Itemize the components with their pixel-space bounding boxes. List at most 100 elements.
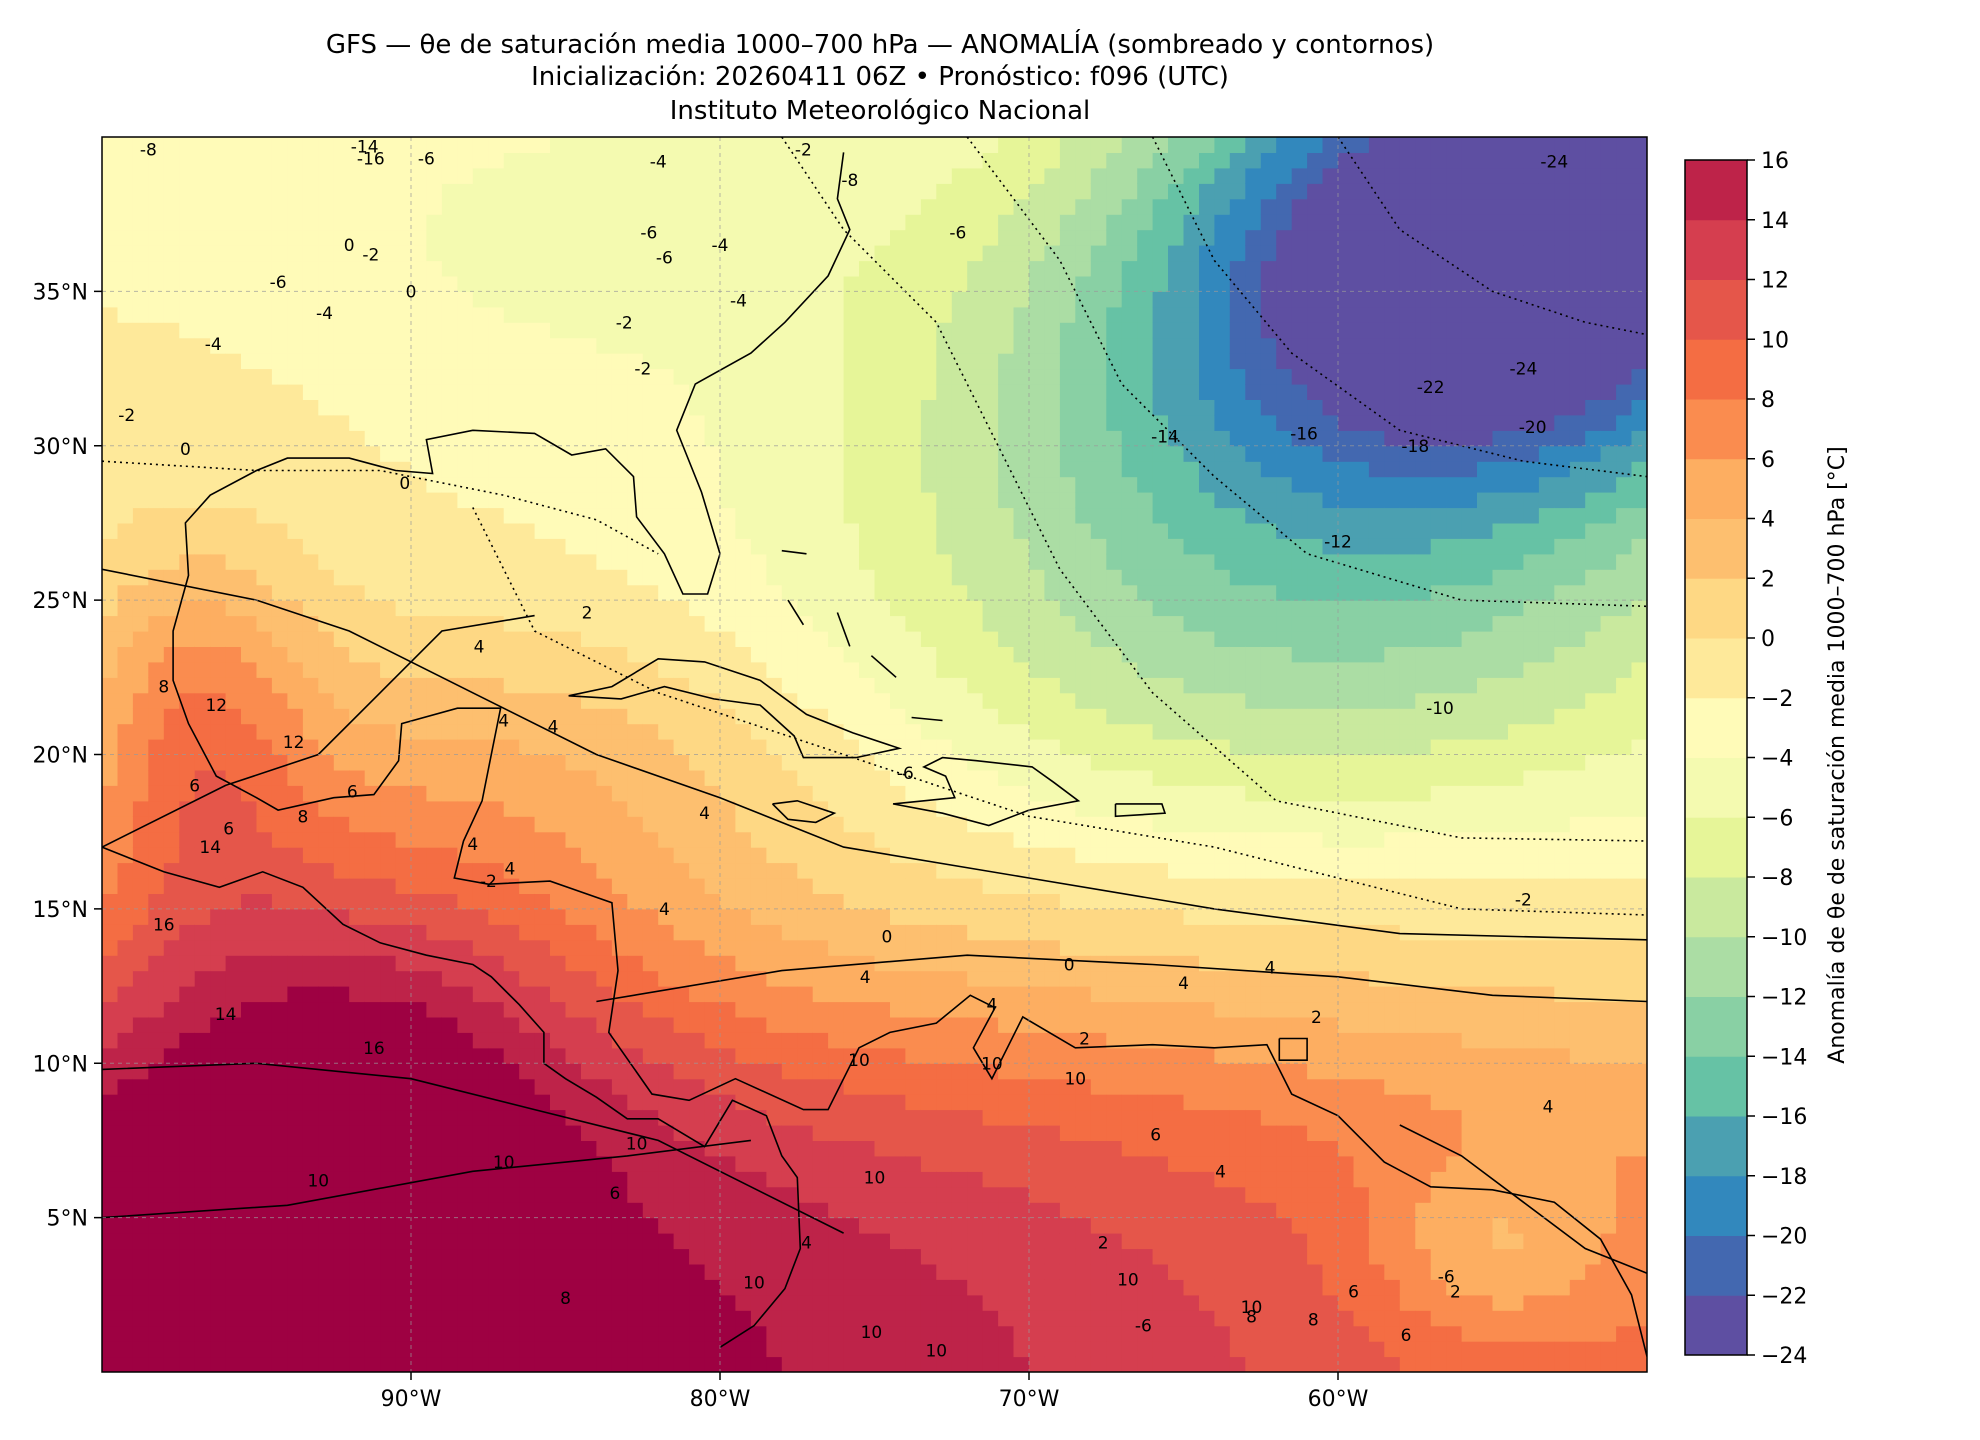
field-cell <box>611 878 628 894</box>
field-cell <box>241 368 258 385</box>
field-cell <box>210 1341 227 1358</box>
field-cell <box>982 1109 999 1126</box>
field-cell <box>797 878 814 894</box>
field-cell <box>179 1047 196 1064</box>
field-cell <box>194 970 211 987</box>
field-cell <box>859 584 876 601</box>
field-cell <box>673 800 690 817</box>
field-cell <box>488 939 505 956</box>
field-cell <box>704 322 721 339</box>
field-cell <box>380 646 397 663</box>
field-cell <box>581 1063 598 1080</box>
field-cell <box>565 1078 582 1095</box>
field-cell <box>951 692 968 709</box>
field-cell <box>318 908 335 925</box>
field-cell <box>828 986 845 1003</box>
field-cell <box>472 569 489 586</box>
field-cell <box>1013 1248 1030 1265</box>
field-cell <box>828 739 845 756</box>
field-cell <box>735 322 752 339</box>
field-cell <box>905 1279 922 1296</box>
field-cell <box>148 970 165 987</box>
field-cell <box>998 260 1015 277</box>
field-cell <box>225 1186 242 1203</box>
field-cell <box>859 939 876 956</box>
field-cell <box>411 399 427 416</box>
field-cell <box>163 198 180 215</box>
field-cell <box>565 306 582 323</box>
field-cell <box>611 445 628 462</box>
field-cell <box>735 1263 752 1280</box>
field-cell <box>117 384 134 400</box>
field-cell <box>163 507 180 524</box>
field-cell <box>241 507 258 524</box>
field-cell <box>256 1032 273 1049</box>
field-cell <box>426 677 443 694</box>
field-cell <box>457 1341 474 1358</box>
field-cell <box>241 337 258 354</box>
field-cell <box>781 615 798 632</box>
field-cell <box>596 723 613 740</box>
field-cell <box>364 445 381 462</box>
field-cell <box>287 631 304 647</box>
field-cell <box>163 831 180 848</box>
field-cell <box>411 183 427 200</box>
field-cell <box>735 878 752 894</box>
field-cell <box>658 893 675 910</box>
field-cell <box>163 769 180 786</box>
field-cell <box>241 878 258 894</box>
field-cell <box>581 1294 598 1311</box>
field-cell <box>936 384 953 400</box>
field-cell <box>333 337 350 354</box>
field-cell <box>364 924 381 941</box>
field-cell <box>1029 1310 1045 1327</box>
field-cell <box>179 878 196 894</box>
field-cell <box>828 847 845 864</box>
field-cell <box>441 260 458 277</box>
field-cell <box>905 816 922 833</box>
field-cell <box>812 1233 829 1250</box>
field-cell <box>302 553 319 570</box>
field-cell <box>1044 1125 1061 1141</box>
field-cell <box>920 1155 937 1172</box>
field-cell <box>457 476 474 493</box>
field-cell <box>426 1217 443 1234</box>
field-cell <box>488 1171 505 1188</box>
field-cell <box>766 1217 783 1234</box>
field-cell <box>132 847 149 864</box>
field-cell <box>1059 1140 1076 1157</box>
field-cell <box>951 1233 968 1250</box>
field-cell <box>179 646 196 663</box>
field-cell <box>905 1263 922 1280</box>
field-cell <box>750 847 767 864</box>
field-cell <box>395 183 412 200</box>
field-cell <box>843 1171 860 1188</box>
field-cell <box>256 1171 273 1188</box>
field-cell <box>148 384 165 400</box>
field-cell <box>611 708 628 725</box>
field-cell <box>611 646 628 663</box>
field-cell <box>596 677 613 694</box>
field-cell <box>998 167 1015 184</box>
field-cell <box>982 1171 999 1188</box>
field-cell <box>1044 677 1061 694</box>
field-cell <box>704 816 721 833</box>
field-cell <box>673 306 690 323</box>
field-cell <box>967 754 984 771</box>
field-cell <box>148 723 165 740</box>
field-cell <box>581 1341 598 1358</box>
field-cell <box>503 1078 520 1095</box>
field-cell <box>194 1125 211 1141</box>
field-cell <box>194 1001 211 1018</box>
field-cell <box>905 1186 922 1203</box>
field-cell <box>828 908 845 925</box>
field-cell <box>503 1047 520 1064</box>
field-cell <box>781 893 798 910</box>
field-cell <box>333 198 350 215</box>
field-cell <box>720 615 736 632</box>
field-cell <box>750 785 767 802</box>
field-cell <box>658 337 675 354</box>
field-cell <box>210 569 227 586</box>
field-cell <box>982 167 999 184</box>
field-cell <box>117 322 134 339</box>
